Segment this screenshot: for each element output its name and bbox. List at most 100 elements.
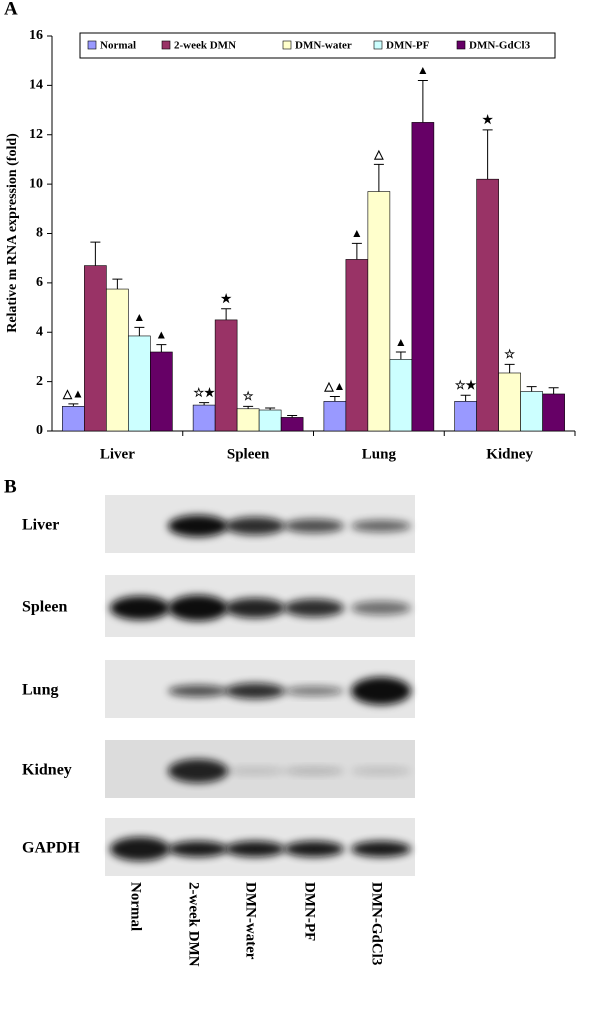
error-bar: [351, 242, 362, 260]
bar: [214, 319, 238, 432]
significance-marker: ▲: [351, 226, 363, 240]
error-bar: [156, 344, 167, 352]
legend-label: DMN-PF: [386, 40, 430, 52]
bar: [62, 406, 85, 432]
bar: [367, 191, 391, 432]
blot-row-label: Liver: [22, 517, 59, 534]
blot-band: [110, 837, 170, 861]
blot-band: [351, 520, 411, 532]
y-tick-label: 12: [29, 127, 43, 142]
panel-label: B: [4, 476, 17, 497]
significance-marker: ▲: [417, 63, 429, 77]
y-tick-label: 16: [29, 28, 43, 43]
legend-box: [79, 32, 556, 59]
significance-marker: ☆: [243, 389, 254, 403]
bar: [389, 359, 413, 432]
significance-marker: △▲: [323, 379, 345, 393]
blot-band: [284, 599, 344, 617]
significance-marker: ★: [482, 113, 493, 127]
blot-band: [225, 598, 285, 618]
blot-band: [351, 767, 411, 775]
error-bar: [199, 402, 210, 406]
blot-band: [284, 686, 344, 696]
error-bar: [548, 387, 559, 394]
legend-label: DMN-GdCl3: [469, 40, 531, 52]
bar: [323, 401, 347, 432]
blot-row-label: Kidney: [22, 762, 72, 779]
bar: [128, 335, 151, 432]
bar: [106, 288, 129, 432]
significance-marker: ☆★: [455, 378, 477, 392]
y-axis-title: Relative m RNA expression (fold): [5, 133, 20, 333]
bar: [454, 401, 477, 432]
blot-lane-label: DMN-PF: [302, 882, 318, 941]
bar: [498, 372, 521, 432]
blot-band: [225, 683, 285, 699]
error-bar: [526, 386, 537, 392]
blot-lane-label: DMN-GdCl3: [369, 882, 385, 965]
blot-band: [168, 595, 228, 621]
error-bar: [417, 79, 428, 123]
bar: [150, 351, 173, 432]
legend-label: Normal: [100, 40, 136, 52]
y-tick-label: 6: [36, 275, 43, 290]
blot-band: [351, 601, 411, 615]
blot-band: [284, 519, 344, 533]
blot-band: [225, 841, 285, 857]
significance-marker: ☆: [504, 347, 515, 361]
y-tick-label: 8: [36, 226, 43, 241]
blot-band: [351, 677, 411, 705]
y-tick-label: 4: [36, 324, 43, 339]
legend-swatch: [161, 40, 171, 50]
error-bar: [504, 363, 515, 373]
y-tick-label: 2: [36, 374, 43, 389]
y-tick-label: 14: [29, 78, 43, 93]
bar: [476, 178, 499, 432]
significance-marker: ☆★: [193, 385, 215, 399]
error-bar: [460, 394, 471, 402]
bar: [520, 391, 543, 432]
bar: [411, 122, 435, 432]
x-tick-label: Spleen: [227, 446, 270, 462]
bar: [345, 259, 369, 432]
blot-row-label: Lung: [22, 682, 58, 699]
legend-swatch: [373, 40, 383, 50]
error-bar: [221, 308, 232, 320]
error-bar: [329, 395, 340, 402]
blot-band: [168, 685, 228, 697]
y-tick-label: 10: [29, 176, 43, 191]
panel-label: A: [4, 0, 18, 19]
x-tick-label: Kidney: [486, 446, 533, 462]
bar: [236, 408, 260, 432]
error-bar: [373, 163, 384, 192]
bar: [192, 404, 216, 432]
legend-swatch: [87, 40, 97, 50]
significance-marker: △▲: [62, 387, 84, 401]
error-bar: [287, 414, 298, 418]
error-bar: [243, 405, 254, 409]
bar: [280, 417, 304, 432]
bar: [258, 409, 282, 432]
bar: [542, 393, 565, 432]
blot-band: [351, 841, 411, 857]
significance-marker: ▲: [395, 335, 407, 349]
legend-label: 2-week DMN: [174, 40, 236, 52]
x-tick-label: Liver: [100, 446, 135, 462]
error-bar: [482, 129, 493, 180]
blot-band: [168, 759, 228, 783]
blot-row-label: GAPDH: [22, 840, 80, 857]
error-bar: [68, 403, 79, 407]
error-bar: [90, 241, 101, 266]
blot-lane-label: 2-week DMN: [186, 882, 202, 967]
legend-swatch: [282, 40, 292, 50]
y-tick-label: 0: [36, 423, 43, 438]
bar: [84, 265, 107, 432]
blot-band: [168, 515, 228, 537]
error-bar: [395, 351, 406, 360]
error-bar: [265, 407, 276, 411]
x-tick-label: Lung: [362, 446, 397, 462]
blot-band: [168, 841, 228, 857]
legend-swatch: [456, 40, 466, 50]
significance-marker: ▲: [133, 310, 145, 324]
